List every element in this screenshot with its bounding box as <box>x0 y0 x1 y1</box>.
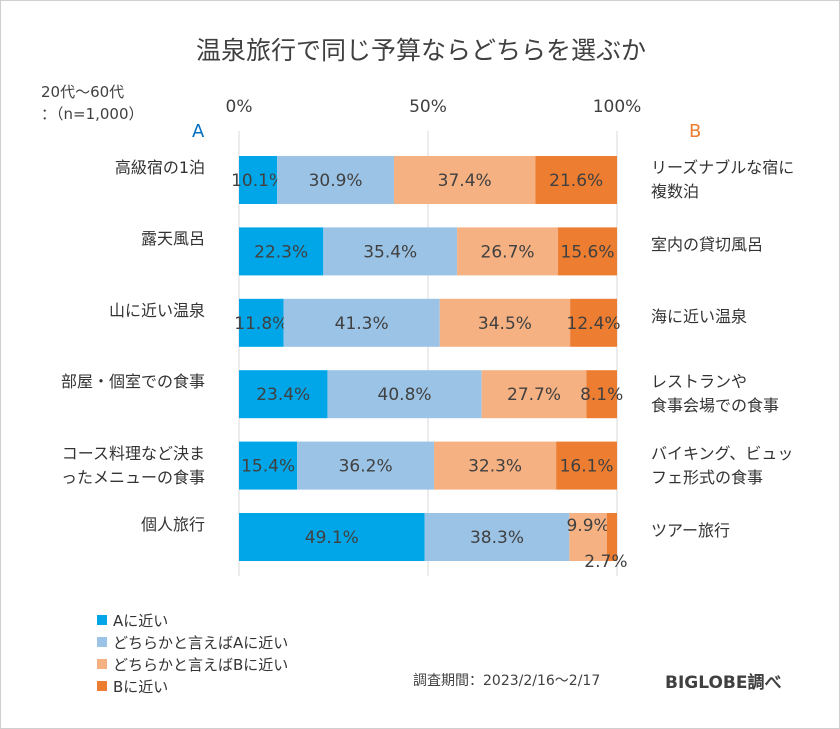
category-label-a: 高級宿の1泊 <box>114 158 205 177</box>
data-label: 38.3% <box>470 528 524 548</box>
bar-segment <box>481 370 587 419</box>
bar-segment <box>558 227 617 276</box>
data-label: 15.4% <box>241 457 295 477</box>
data-label: 15.6% <box>561 242 615 262</box>
bar-segment <box>556 441 617 490</box>
data-label: 32.3% <box>468 457 522 477</box>
bar-segment <box>327 370 482 419</box>
category-label-b: リーズナブルな宿に 複数泊 <box>651 158 795 201</box>
side-b-label: B <box>689 121 702 142</box>
data-label: 37.4% <box>438 171 492 191</box>
bar-segment <box>277 156 394 204</box>
bar-segment <box>457 227 559 276</box>
legend-label: Bに近い <box>113 677 169 696</box>
data-label: 11.8% <box>234 314 288 334</box>
legend-label: どちらかと言えばBに近い <box>113 655 289 674</box>
data-label: 21.6% <box>549 171 603 191</box>
data-label: 49.1% <box>305 528 359 548</box>
brand-label: BIGLOBE調べ <box>665 673 782 693</box>
bar-segment <box>239 370 328 419</box>
data-label: 40.8% <box>378 385 432 405</box>
bar-segment <box>239 298 284 347</box>
data-label: 2.7% <box>584 552 627 572</box>
legend-item: Bに近い <box>97 675 288 697</box>
sample-note: 20代～60代 ：（n=1,000） <box>41 83 144 123</box>
x-tick-label: 0% <box>225 97 253 117</box>
category-label-a: 山に近い温泉 <box>108 300 205 320</box>
category-label-b: バイキング、ビュッ フェ形式の食事 <box>651 443 794 487</box>
bar-segment <box>570 298 617 347</box>
data-label: 10.1% <box>231 171 285 191</box>
bar-segment <box>439 298 571 347</box>
bar-plot: 10.1% 30.9% 37.4% 21.6% 22.3% 35.4% 26.7% 15.6%… <box>231 131 627 576</box>
chart-title: 温泉旅行で同じ予算ならどちらを選ぶか <box>195 36 646 65</box>
category-label-b: 室内の貸切風呂 <box>651 235 764 255</box>
legend-label: Aに近い <box>113 611 169 630</box>
category-label-b: ツアー旅行 <box>651 521 731 540</box>
side-a-label: A <box>192 121 205 142</box>
data-label: 27.7% <box>507 385 561 405</box>
bar-segment <box>535 156 617 204</box>
data-label: 23.4% <box>256 385 310 405</box>
legend-item: どちらかと言えばAに近い <box>97 631 288 653</box>
legend-swatch <box>97 681 107 691</box>
data-label: 16.1% <box>560 457 614 477</box>
data-label: 35.4% <box>363 242 417 262</box>
bar-segment <box>297 441 435 490</box>
data-label: 8.1% <box>580 385 623 405</box>
data-label: 22.3% <box>254 242 308 262</box>
data-label: 30.9% <box>309 171 363 191</box>
category-label-a: 部屋・個室での食事 <box>60 372 205 392</box>
bar-segment <box>606 513 617 561</box>
legend-swatch <box>97 615 107 625</box>
bar-segment <box>239 156 278 204</box>
x-tick-label: 50% <box>409 97 447 117</box>
bar-segment <box>569 513 607 561</box>
data-label: 34.5% <box>478 314 532 334</box>
data-label: 26.7% <box>481 242 535 262</box>
legend-swatch <box>97 637 107 647</box>
category-label-a: コース料理など決ま ったメニューの食事 <box>60 443 205 487</box>
legend-item: どちらかと言えばBに近い <box>97 653 288 675</box>
data-label: 36.2% <box>339 457 393 477</box>
data-label: 41.3% <box>335 314 389 334</box>
data-label: 9.9% <box>566 516 609 536</box>
bar-segment <box>283 298 440 347</box>
bar-segment <box>434 441 557 490</box>
bar-segment <box>239 513 425 561</box>
legend-item: Aに近い <box>97 609 288 631</box>
bar-segment <box>323 227 458 276</box>
survey-period: 調査期間：2023/2/16～2/17 <box>413 673 601 689</box>
category-label-a: 個人旅行 <box>140 515 205 534</box>
category-label-b: 海に近い温泉 <box>651 306 748 326</box>
bar-segment <box>586 370 617 419</box>
legend: Aに近いどちらかと言えばAに近い どちらかと言えばBに近い Bに近い <box>97 609 288 697</box>
bar-segment <box>393 156 536 204</box>
bar-segment <box>424 513 570 561</box>
bar-segment <box>239 227 324 276</box>
legend-swatch <box>97 659 107 669</box>
category-label-a: 露天風呂 <box>140 229 205 249</box>
x-tick-label: 100% <box>592 97 642 117</box>
bar-segment <box>239 441 298 490</box>
data-label: 12.4% <box>567 314 621 334</box>
legend-label: どちらかと言えばAに近い <box>113 633 289 652</box>
category-label-b: レストランや 食事会場での食事 <box>651 372 780 416</box>
